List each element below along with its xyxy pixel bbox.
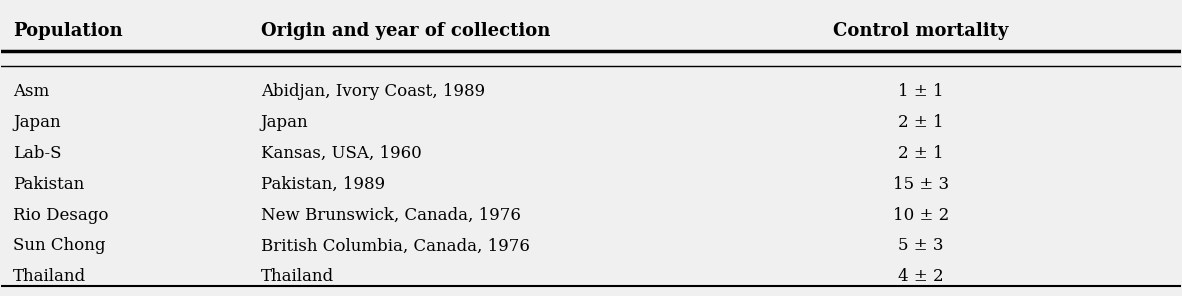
Text: Japan: Japan xyxy=(13,114,60,131)
Text: New Brunswick, Canada, 1976: New Brunswick, Canada, 1976 xyxy=(261,207,521,224)
Text: Thailand: Thailand xyxy=(13,268,86,285)
Text: Rio Desago: Rio Desago xyxy=(13,207,109,224)
Text: British Columbia, Canada, 1976: British Columbia, Canada, 1976 xyxy=(261,237,530,255)
Text: 1 ± 1: 1 ± 1 xyxy=(898,83,944,100)
Text: Asm: Asm xyxy=(13,83,50,100)
Text: Thailand: Thailand xyxy=(261,268,335,285)
Text: Kansas, USA, 1960: Kansas, USA, 1960 xyxy=(261,145,422,162)
Text: Population: Population xyxy=(13,22,123,40)
Text: 4 ± 2: 4 ± 2 xyxy=(898,268,944,285)
Text: Origin and year of collection: Origin and year of collection xyxy=(261,22,550,40)
Text: 5 ± 3: 5 ± 3 xyxy=(898,237,944,255)
Text: Pakistan: Pakistan xyxy=(13,176,84,193)
Text: 10 ± 2: 10 ± 2 xyxy=(894,207,949,224)
Text: Lab-S: Lab-S xyxy=(13,145,61,162)
Text: 15 ± 3: 15 ± 3 xyxy=(894,176,949,193)
Text: Pakistan, 1989: Pakistan, 1989 xyxy=(261,176,385,193)
Text: 2 ± 1: 2 ± 1 xyxy=(898,145,944,162)
Text: Control mortality: Control mortality xyxy=(833,22,1009,40)
Text: Japan: Japan xyxy=(261,114,309,131)
Text: 2 ± 1: 2 ± 1 xyxy=(898,114,944,131)
Text: Sun Chong: Sun Chong xyxy=(13,237,105,255)
Text: Abidjan, Ivory Coast, 1989: Abidjan, Ivory Coast, 1989 xyxy=(261,83,485,100)
